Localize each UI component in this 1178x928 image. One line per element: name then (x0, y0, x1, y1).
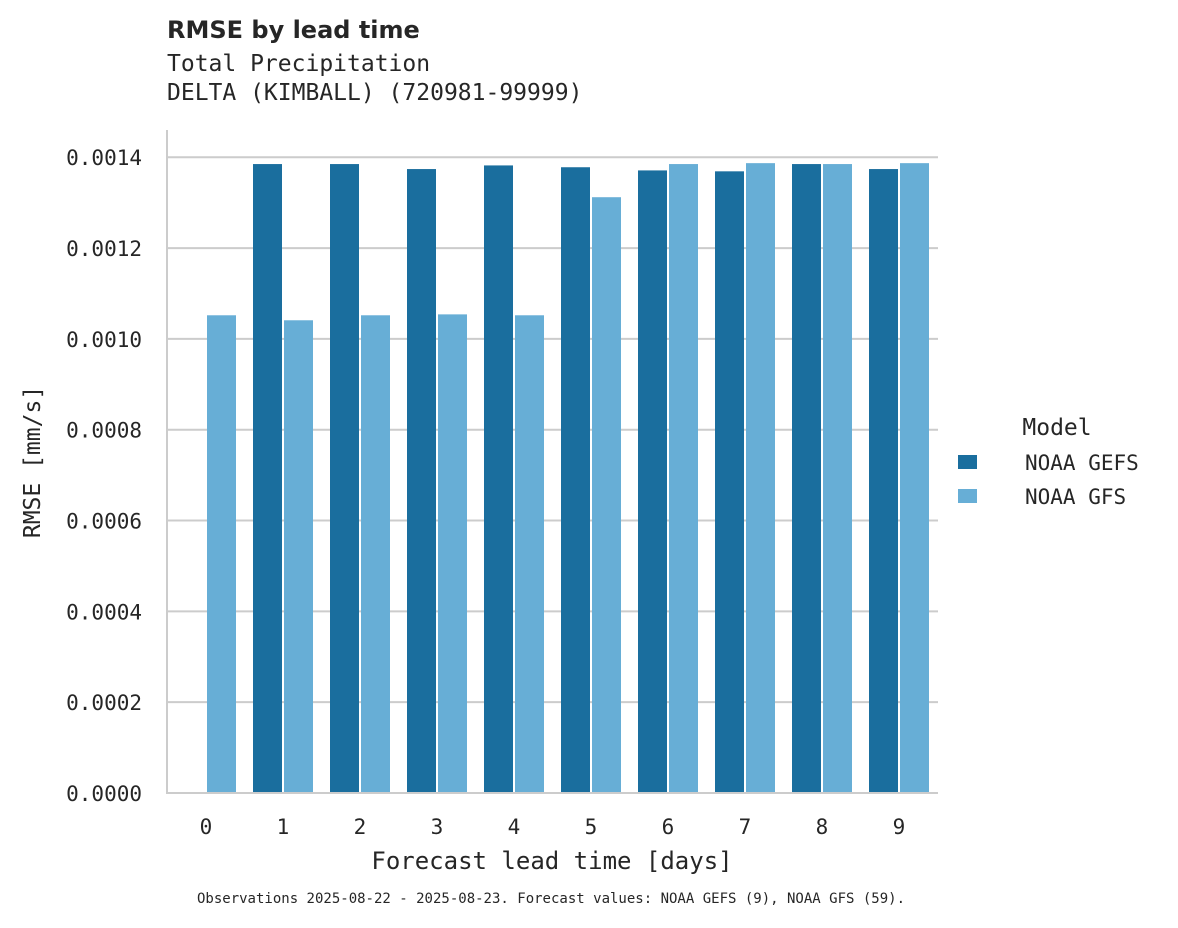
x-tick-label: 8 (816, 815, 829, 839)
bar-noaa-gfs (669, 164, 698, 793)
bar-noaa-gfs (284, 320, 313, 793)
y-tick-label: 0.0002 (66, 691, 142, 715)
x-tick-label: 3 (431, 815, 444, 839)
x-tick-label: 1 (277, 815, 290, 839)
x-tick-label: 2 (354, 815, 367, 839)
bar-noaa-gfs (361, 315, 390, 793)
x-tick-label: 7 (739, 815, 752, 839)
y-tick-label: 0.0004 (66, 600, 142, 624)
y-tick-label: 0.0014 (66, 146, 142, 170)
y-tick-label: 0.0012 (66, 237, 142, 261)
bar-noaa-gefs (638, 170, 667, 793)
bar-noaa-gfs (900, 163, 929, 793)
bar-noaa-gfs (592, 197, 621, 793)
bar-noaa-gfs (438, 314, 467, 793)
bar-noaa-gfs (207, 315, 236, 793)
x-tick-label: 9 (893, 815, 906, 839)
chart-subtitle-variable: Total Precipitation (167, 51, 431, 77)
legend-swatch (958, 489, 977, 503)
bar-noaa-gfs (823, 164, 852, 793)
bar-noaa-gfs (746, 163, 775, 793)
y-tick-label: 0.0008 (66, 419, 142, 443)
bar-noaa-gefs (869, 169, 898, 794)
y-axis-label: RMSE [mm/s] (20, 386, 46, 538)
x-tick-label: 0 (200, 815, 213, 839)
legend-label: NOAA GEFS (1025, 451, 1139, 475)
chart-caption: Observations 2025-08-22 - 2025-08-23. Fo… (196, 891, 905, 907)
legend-label: NOAA GFS (1025, 485, 1126, 509)
y-tick-label: 0.0006 (66, 510, 142, 534)
bar-noaa-gefs (715, 171, 744, 793)
bar-noaa-gfs (515, 315, 544, 793)
legend-swatch (958, 455, 977, 469)
chart-title: RMSE by lead time (167, 16, 420, 44)
x-axis-label: Forecast lead time [days] (371, 847, 732, 875)
y-tick-label: 0.0000 (66, 782, 142, 806)
x-tick-label: 4 (508, 815, 521, 839)
bar-noaa-gefs (561, 167, 590, 793)
bar-noaa-gefs (330, 164, 359, 793)
bar-noaa-gefs (484, 165, 513, 794)
chart-subtitle-station: DELTA (KIMBALL) (720981-99999) (167, 80, 583, 106)
bar-noaa-gefs (792, 164, 821, 793)
legend-title: Model (1022, 415, 1091, 441)
x-tick-label: 5 (585, 815, 598, 839)
bar-noaa-gefs (253, 164, 282, 793)
y-tick-label: 0.0010 (66, 328, 142, 352)
bar-noaa-gefs (407, 169, 436, 794)
x-tick-label: 6 (662, 815, 675, 839)
